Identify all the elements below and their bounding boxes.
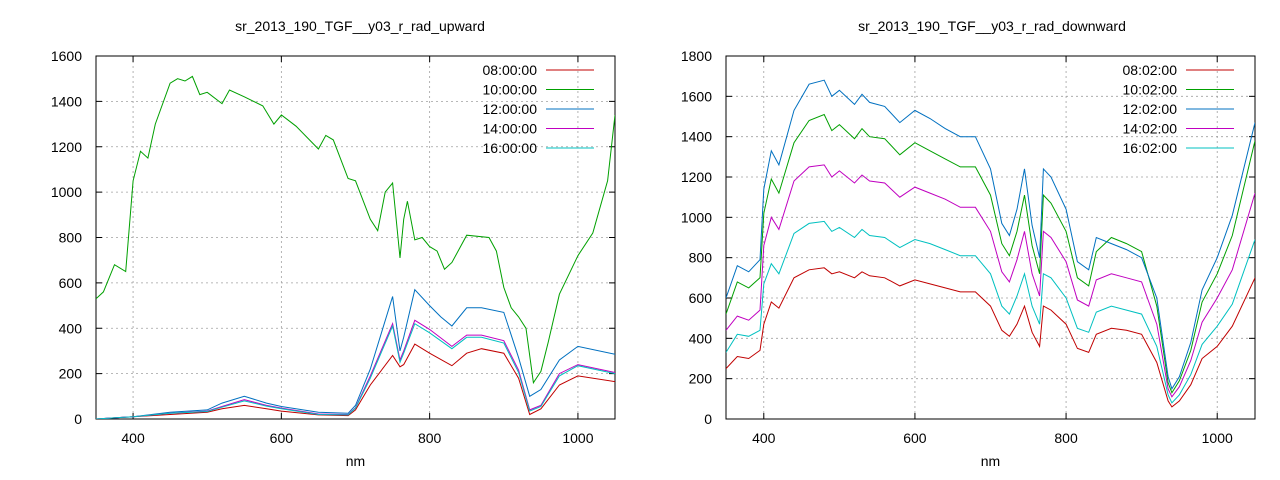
x-tick-label: 1000 — [1202, 430, 1233, 446]
series-line-080000 — [96, 343, 615, 419]
legend-label: 16:00:00 — [483, 140, 538, 156]
legend-label: 12:02:00 — [1123, 101, 1178, 117]
y-tick-label: 200 — [59, 366, 83, 382]
legend-label: 08:02:00 — [1123, 62, 1178, 78]
plot-frame — [725, 55, 1256, 420]
legend-label: 12:00:00 — [483, 101, 538, 117]
x-axis-label: nm — [981, 453, 1000, 469]
y-tick-label: 600 — [59, 275, 83, 291]
series-line-100000 — [96, 75, 615, 385]
legend-label: 14:02:00 — [1123, 121, 1178, 137]
legend-label: 16:02:00 — [1123, 140, 1178, 156]
series-line-160200 — [726, 220, 1255, 404]
chart-2: sr_2013_190_TGF__y03_r_rad_downward 400 60… — [681, 18, 1256, 469]
chart-1: sr_2013_190_TGF__y03_r_rad_upward 400 600 8… — [51, 18, 616, 469]
y-tick-label: 1400 — [681, 129, 712, 145]
chart-title: sr_2013_190_TGF__y03_r_rad_downward — [858, 18, 1126, 34]
y-tick-label: 400 — [59, 320, 83, 336]
y-tick-label: 800 — [59, 230, 83, 246]
series-line-100200 — [726, 113, 1255, 394]
series-line-140200 — [726, 164, 1255, 398]
y-tick-label: 1200 — [51, 139, 82, 155]
series-line-120200 — [726, 79, 1255, 390]
y-tick-label: 1600 — [51, 48, 82, 64]
x-tick-label: 800 — [418, 430, 442, 446]
legend-label: 10:00:00 — [483, 82, 538, 98]
y-tick-label: 600 — [689, 290, 713, 306]
x-tick-label: 600 — [270, 430, 294, 446]
x-tick-label: 400 — [121, 430, 145, 446]
y-tick-label: 1200 — [681, 169, 712, 185]
y-tick-label: 0 — [704, 411, 712, 427]
series-line-160000 — [96, 322, 615, 419]
x-tick-label: 600 — [903, 430, 927, 446]
y-tick-label: 1400 — [51, 93, 82, 109]
chart-title: sr_2013_190_TGF__y03_r_rad_upward — [235, 18, 485, 34]
y-tick-label: 1000 — [681, 209, 712, 225]
x-tick-label: 400 — [752, 430, 776, 446]
legend-label: 08:00:00 — [483, 62, 538, 78]
y-tick-label: 200 — [689, 371, 713, 387]
y-tick-label: 400 — [689, 330, 713, 346]
series-line-120000 — [96, 288, 615, 419]
legend-label: 10:02:00 — [1123, 82, 1178, 98]
x-tick-label: 1000 — [562, 430, 593, 446]
x-axis-label: nm — [346, 453, 365, 469]
y-tick-label: 0 — [74, 411, 82, 427]
series-line-080200 — [726, 267, 1255, 408]
y-tick-label: 1600 — [681, 88, 712, 104]
y-tick-label: 800 — [689, 250, 713, 266]
legend-label: 14:00:00 — [483, 121, 538, 137]
y-tick-label: 1000 — [51, 184, 82, 200]
y-tick-label: 1800 — [681, 48, 712, 64]
x-tick-label: 800 — [1054, 430, 1078, 446]
